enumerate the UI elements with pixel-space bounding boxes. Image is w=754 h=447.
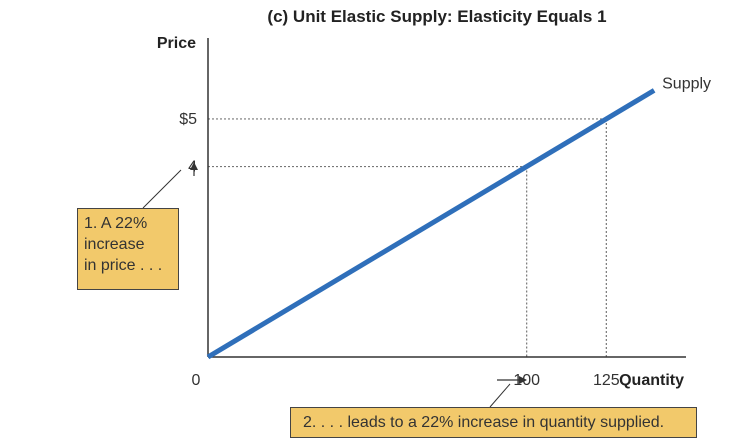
quantity-callout-text: 2. . . . leads to a 22% increase in quan…	[303, 414, 665, 431]
supply-line	[206, 88, 656, 360]
x-tick-label-2: 125	[593, 372, 620, 389]
guide-lines	[208, 118, 607, 357]
quantity-callout-connector	[489, 383, 511, 408]
y-axis-title: Price	[157, 35, 196, 52]
series-layer: Supply	[206, 75, 711, 360]
y-tick-label-0: $5	[179, 111, 197, 128]
x-axis-title: Quantity	[619, 372, 684, 389]
price-callout-line-2: increase	[84, 236, 145, 253]
price-callout-line-1: 1. A 22%	[84, 215, 148, 232]
y-tick-label-1: 4	[188, 159, 197, 176]
quantity-increase-callout: 2. . . . leads to a 22% increase in quan…	[290, 407, 697, 438]
x-tick-label-0: 0	[192, 372, 201, 389]
price-callout-line-3: in price . . .	[84, 257, 163, 274]
price-increase-callout: 1. A 22% increase in price . . .	[77, 208, 179, 290]
supply-label: Supply	[662, 75, 711, 92]
chart-title: (c) Unit Elastic Supply: Elasticity Equa…	[267, 7, 606, 26]
price-callout-connector	[142, 169, 182, 209]
